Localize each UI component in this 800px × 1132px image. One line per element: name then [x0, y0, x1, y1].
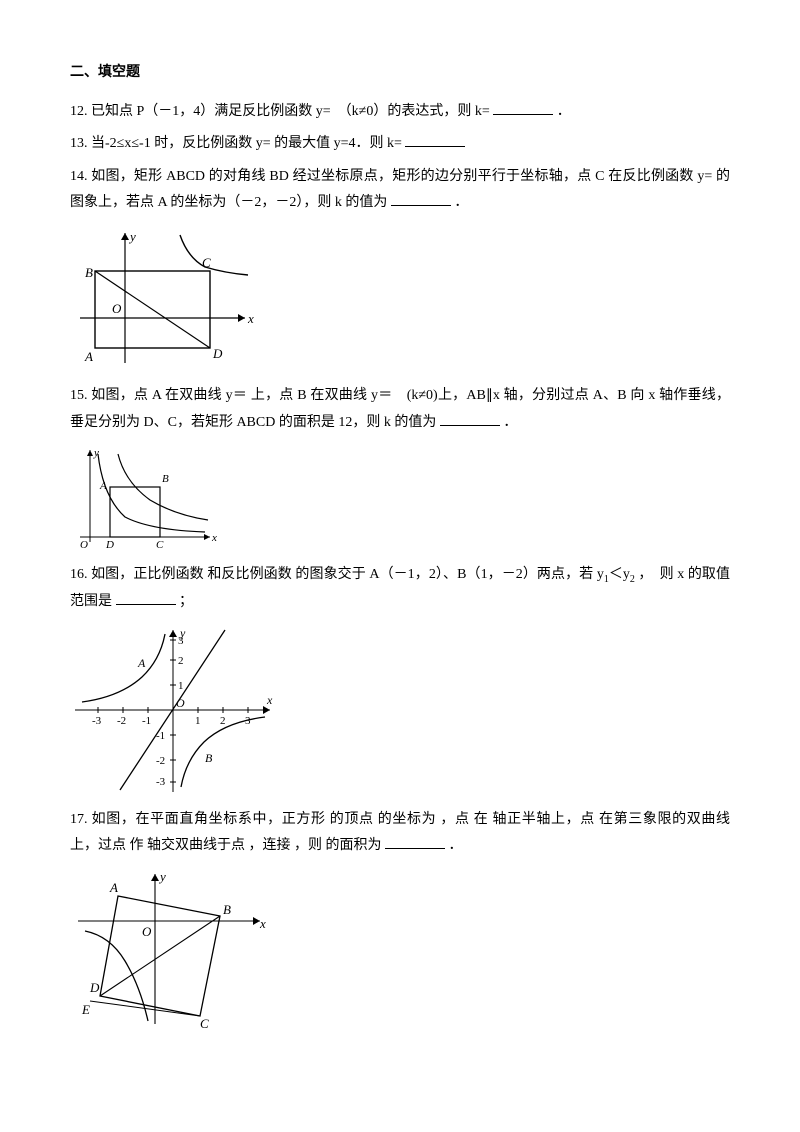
label-A: A [109, 880, 118, 895]
q13-num: 13. [70, 136, 88, 151]
question-14: 14. 如图，矩形 ABCD 的对角线 BD 经过坐标原点，矩形的边分别平行于坐… [70, 164, 730, 217]
label-x: x [259, 916, 266, 931]
q14-blank [391, 191, 451, 206]
label-B: B [85, 265, 93, 280]
label-A: A [99, 480, 107, 492]
figure-17: y x A B C D E O [70, 866, 730, 1031]
label-D: D [89, 980, 100, 995]
q16-blank [116, 590, 176, 605]
ytick-3: 1 [178, 680, 184, 692]
ytick-1: -2 [156, 755, 165, 767]
q17-num: 17. [70, 812, 88, 827]
label-x: x [211, 532, 217, 544]
q14-period: ． [454, 195, 468, 210]
q15-num: 15. [70, 388, 88, 403]
q15-text: 如图，点 A 在双曲线 y＝ 上，点 B 在双曲线 y＝ (k≠0)上，AB∥x… [70, 388, 730, 430]
ytick-0: -3 [156, 776, 166, 788]
question-17: 17. 如图，在平面直角坐标系中，正方形 的顶点 的坐标为 ，点 在 轴正半轴上… [70, 807, 730, 860]
label-y: y [93, 447, 99, 459]
label-x: x [266, 693, 273, 707]
q13-text: 当-2≤x≤-1 时，反比例函数 y= 的最大值 y=4．则 k= [91, 136, 402, 151]
figure-15: y x A B D C O [70, 442, 730, 552]
xtick-2: -1 [142, 715, 151, 727]
label-D: D [212, 346, 223, 361]
label-O: O [112, 301, 122, 316]
q15-blank [440, 411, 500, 426]
q16-num: 16. [70, 567, 88, 582]
q12-blank [493, 100, 553, 115]
label-E: E [81, 1002, 90, 1017]
label-B: B [205, 751, 213, 765]
label-y: y [179, 626, 186, 640]
q15-period: ． [503, 415, 517, 430]
q14-num: 14. [70, 169, 88, 184]
label-O: O [142, 924, 152, 939]
q12-period: ． [557, 104, 571, 119]
section-title: 二、填空题 [70, 60, 730, 87]
label-B: B [162, 473, 169, 485]
label-y: y [128, 229, 136, 244]
label-D: D [105, 539, 114, 551]
label-x: x [247, 311, 254, 326]
xtick-0: -3 [92, 715, 102, 727]
figure-14: y x B C A D O [70, 223, 730, 373]
figure-16: -3 -2 -1 1 2 3 1 2 3 -1 -2 -3 y x A B O [70, 622, 730, 797]
xtick-3: 1 [195, 715, 201, 727]
question-16: 16. 如图，正比例函数 和反比例函数 的图象交于 A（－1，2）、B（1，－2… [70, 562, 730, 615]
question-15: 15. 如图，点 A 在双曲线 y＝ 上，点 B 在双曲线 y＝ (k≠0)上，… [70, 383, 730, 436]
label-y: y [158, 869, 166, 884]
q16-text-a: 如图，正比例函数 和反比例函数 的图象交于 A（－1，2）、B（1，－2）两点，… [91, 567, 604, 582]
label-A: A [84, 349, 93, 364]
label-B: B [223, 902, 231, 917]
ytick-2: -1 [156, 730, 165, 742]
q16-semicolon: ； [179, 594, 193, 609]
xtick-4: 2 [220, 715, 226, 727]
q17-blank [385, 834, 445, 849]
question-13: 13. 当-2≤x≤-1 时，反比例函数 y= 的最大值 y=4．则 k= [70, 131, 730, 158]
label-A: A [137, 656, 146, 670]
q12-text: 已知点 P（－1，4）满足反比例函数 y= （k≠0）的表达式，则 k= [91, 104, 490, 119]
label-O: O [176, 696, 185, 710]
q13-blank [405, 132, 465, 147]
q16-text-b: ＜y [609, 567, 630, 582]
q17-period: ． [449, 838, 463, 853]
label-C: C [156, 539, 164, 551]
q12-num: 12. [70, 104, 88, 119]
label-O: O [80, 539, 88, 551]
xtick-1: -2 [117, 715, 126, 727]
question-12: 12. 已知点 P（－1，4）满足反比例函数 y= （k≠0）的表达式，则 k=… [70, 99, 730, 126]
ytick-4: 2 [178, 655, 184, 667]
label-C: C [202, 255, 211, 270]
label-C: C [200, 1016, 209, 1031]
